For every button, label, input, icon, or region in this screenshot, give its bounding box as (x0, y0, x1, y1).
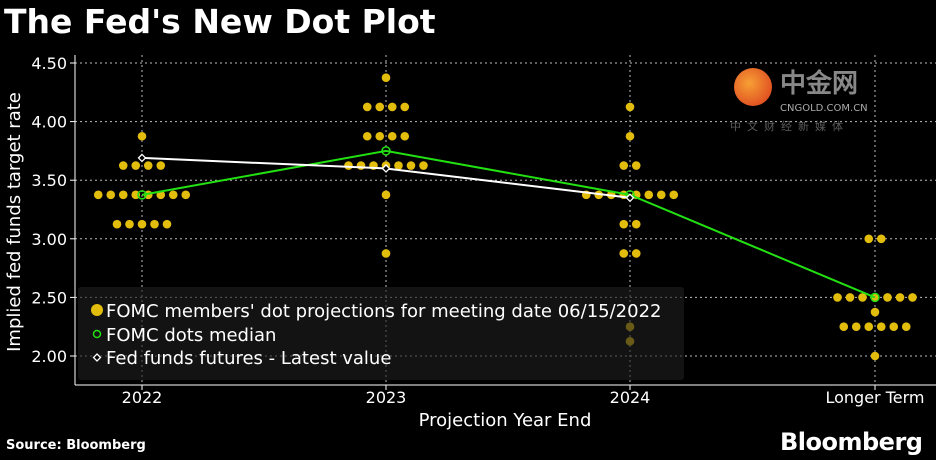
y-tick-label: 2.50 (31, 288, 67, 307)
legend-box (78, 287, 684, 380)
futures-point (625, 193, 635, 203)
fomc-dot (669, 190, 679, 200)
fomc-dot (137, 131, 147, 141)
x-tick-label: 2024 (610, 388, 651, 407)
fomc-dot (406, 161, 416, 170)
fomc-dot (137, 219, 147, 229)
fomc-dot (419, 161, 428, 170)
fomc-dot (870, 351, 880, 361)
bloomberg-logo: Bloomberg (780, 428, 923, 456)
median-point (137, 190, 147, 200)
fomc-dot (162, 219, 172, 229)
median-line (141, 149, 876, 299)
fomc-dot (619, 249, 629, 258)
fomc-dot (864, 234, 874, 244)
fomc-dot (864, 322, 874, 332)
fomc-dot (858, 293, 867, 302)
fomc-dot (125, 219, 134, 229)
fomc-dot (619, 161, 629, 170)
fomc-dot (375, 102, 385, 112)
fomc-dot (112, 219, 122, 229)
fomc-dot (143, 161, 153, 170)
fomc-dot (845, 293, 855, 302)
fomc-dot (106, 190, 116, 200)
legend-futures-icon (92, 353, 102, 362)
y-tick-label: 4.50 (31, 54, 67, 73)
cngold-logo-icon (734, 68, 772, 106)
fomc-dot (901, 322, 911, 332)
fomc-dot (876, 234, 886, 244)
fomc-dot (400, 131, 410, 141)
fomc-dot (375, 131, 385, 141)
fomc-dot (400, 102, 410, 112)
fomc-dot (619, 219, 629, 229)
fomc-dot (387, 131, 397, 141)
legend-label-median: FOMC dots median (106, 325, 276, 346)
futures-point (381, 164, 391, 173)
cngold-watermark: 中金网 CNGOLD.COM.CN 中文财经新媒体 (730, 66, 930, 138)
legend-label-dots: FOMC members' dot projections for meetin… (106, 301, 661, 322)
fomc-dot (870, 307, 880, 317)
fomc-dot (150, 219, 159, 229)
fomc-dot (656, 190, 666, 200)
fomc-dot (883, 293, 892, 302)
fomc-dot (876, 322, 886, 332)
median-point (870, 292, 880, 303)
fomc-dot (851, 322, 861, 332)
fomc-dot (356, 161, 366, 170)
fomc-dot (644, 190, 654, 200)
fomc-dot (625, 131, 635, 141)
fomc-dot (381, 73, 391, 82)
fomc-dot (625, 102, 635, 112)
fomc-dot (362, 102, 372, 112)
fomc-dot (387, 102, 397, 112)
fomc-dot (168, 190, 178, 200)
fomc-dot (381, 190, 391, 200)
fomc-dot (631, 249, 641, 258)
fomc-dot (381, 249, 391, 258)
legend-label-futures: Fed funds futures - Latest value (106, 348, 391, 369)
legend-median-icon (92, 329, 102, 339)
fomc-dot (118, 190, 128, 200)
fomc-dot (156, 161, 166, 170)
y-tick-label: 3.50 (31, 171, 67, 190)
chart-title: The Fed's New Dot Plot (4, 2, 436, 41)
fomc-dot (131, 161, 141, 170)
fomc-dot (118, 161, 128, 170)
fomc-dot (93, 190, 103, 200)
fomc-dot (895, 293, 905, 302)
fomc-dot (908, 293, 917, 302)
x-tick-label: Longer Term (825, 388, 924, 407)
x-tick-label: 2023 (366, 388, 407, 407)
fomc-dot (181, 190, 191, 200)
y-axis-label: Implied fed funds target rate (4, 92, 25, 352)
fomc-dot (833, 293, 842, 302)
x-axis-label: Projection Year End (419, 410, 592, 431)
median-point (381, 146, 391, 156)
futures-point (137, 153, 147, 163)
watermark-name: 中金网 (780, 69, 859, 99)
watermark-tagline: 中文财经新媒体 (730, 120, 849, 133)
fomc-dot (889, 322, 899, 332)
source-note: Source: Bloomberg (6, 438, 146, 453)
fomc-dot (870, 293, 880, 302)
fomc-dot (631, 219, 641, 229)
fomc-dot (362, 131, 372, 141)
y-tick-label: 3.00 (31, 230, 67, 249)
y-tick-label: 4.00 (31, 113, 67, 132)
x-tick-label: 2022 (122, 388, 163, 407)
fomc-dot (839, 322, 849, 332)
fomc-dot (631, 161, 641, 170)
watermark-url: CNGOLD.COM.CN (780, 103, 868, 114)
fomc-dot (394, 161, 403, 170)
y-tick-label: 2.00 (31, 347, 67, 366)
legend-dot-icon (91, 304, 103, 316)
fomc-dot (344, 161, 353, 170)
